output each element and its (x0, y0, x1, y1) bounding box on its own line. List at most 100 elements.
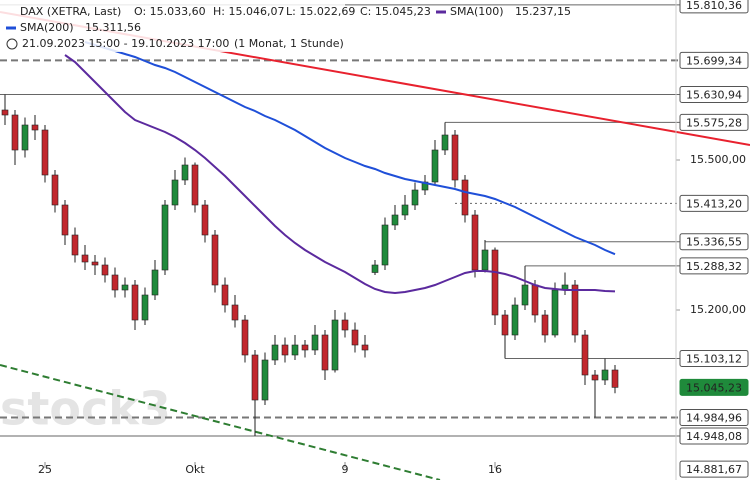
price-tag-label: 15.336,55 (686, 236, 742, 249)
x-tick-label: Okt (185, 463, 205, 476)
price-tag (679, 194, 749, 212)
candle-down (251, 354, 259, 401)
x-tick-label: 9 (342, 463, 349, 476)
header: DAX (XETRA, Last) O: 15.033,60 H: 15.046… (0, 0, 571, 52)
candle-down (581, 334, 589, 376)
sma-line (84, 41, 616, 256)
candle-up (381, 224, 389, 266)
candle-up (411, 189, 419, 206)
candle-down (571, 284, 579, 336)
price-tag-label: 15.630,94 (686, 89, 742, 102)
candle-down (101, 264, 109, 276)
clock-icon (6, 38, 18, 50)
candle-down (611, 369, 619, 388)
x-tick-label: 16 (488, 463, 502, 476)
candle-down (41, 129, 49, 176)
candle-down (531, 284, 539, 316)
candle-down (61, 204, 69, 236)
price-tag-label: 15.103,12 (686, 352, 742, 365)
candle-up (521, 284, 529, 306)
ohlc-high: H: 15.046,07 (213, 5, 284, 18)
price-tag-label: 15.699,34 (686, 54, 742, 67)
candle-down (11, 114, 19, 151)
price-tag (679, 427, 749, 445)
price-tag (679, 409, 749, 427)
candle-down (211, 234, 219, 286)
price-tag (679, 378, 749, 396)
candle-up (291, 344, 299, 356)
candle-down (351, 329, 359, 346)
candle-down (201, 204, 209, 236)
ohlc-low: L: 15.022,69 (286, 5, 355, 18)
candle-down (231, 304, 239, 321)
price-tag (679, 233, 749, 251)
price-tag-label: 14.881,67 (686, 463, 742, 476)
x-tick-label: 25 (38, 463, 52, 476)
candle-down (491, 249, 499, 316)
candle-down (91, 261, 99, 266)
price-tag-label: 15.288,32 (686, 260, 742, 273)
candle-down (71, 234, 79, 256)
legend-label: SMA(200) (20, 21, 74, 34)
candle-down (451, 134, 459, 181)
price-tag-label: 14.984,96 (686, 412, 742, 425)
candle-down (301, 344, 309, 351)
trendline (0, 364, 441, 480)
candle-down (81, 254, 89, 263)
legend-value: 15.237,15 (515, 5, 571, 18)
candle-up (261, 359, 269, 401)
candle-down (461, 179, 469, 216)
candle-up (181, 164, 189, 181)
legend-value: 15.311,56 (85, 21, 141, 34)
candle-down (111, 274, 119, 291)
interval: (1 Monat, 1 Stunde) (234, 37, 344, 50)
price-tag (679, 349, 749, 367)
candle-up (371, 264, 379, 273)
plot-area (0, 4, 750, 480)
y-tick-label: 15.500,00 (690, 153, 746, 166)
candle-up (601, 369, 609, 381)
instrument: DAX (XETRA, Last) (20, 5, 121, 18)
candle-down (31, 124, 39, 131)
ohlc-open: O: 15.033,60 (134, 5, 206, 18)
candle-up (121, 284, 129, 291)
candle-down (471, 214, 479, 271)
candle-down (131, 284, 139, 321)
candle-up (551, 289, 559, 336)
candle-up (441, 134, 449, 151)
candle-down (501, 314, 509, 336)
candle-up (271, 344, 279, 361)
candle-down (321, 334, 329, 371)
candle-up (401, 204, 409, 216)
watermark: stock3 (0, 382, 171, 436)
candle-down (361, 344, 369, 351)
y-tick-label: 15.200,00 (690, 303, 746, 316)
candle-up (481, 249, 489, 271)
ohlc-close: C: 15.045,23 (360, 5, 431, 18)
candle-down (281, 344, 289, 356)
price-tag-label: 15.810,36 (686, 0, 742, 12)
price-tag-label: 15.413,20 (686, 197, 742, 210)
price-tag (679, 51, 749, 69)
legend-label: SMA(100) (450, 5, 504, 18)
candle-down (51, 174, 59, 206)
candle-up (431, 149, 439, 183)
candle-down (341, 319, 349, 331)
candle-up (331, 319, 339, 371)
candle-down (1, 109, 9, 116)
price-tag-label: 14.948,08 (686, 430, 742, 443)
candle-down (591, 374, 599, 381)
price-tag-label: 15.575,28 (686, 116, 742, 129)
period: 21.09.2023 15:00 - 19.10.2023 17:00 (22, 37, 229, 50)
candle-up (391, 214, 399, 226)
candle-down (191, 164, 199, 206)
candle-down (241, 319, 249, 356)
price-tag (679, 257, 749, 275)
candle-up (21, 124, 29, 151)
price-tag (679, 113, 749, 131)
candle-down (541, 314, 549, 336)
price-tag-label: 15.045,23 (686, 381, 742, 394)
candle-up (161, 204, 169, 271)
candle-up (311, 334, 319, 351)
